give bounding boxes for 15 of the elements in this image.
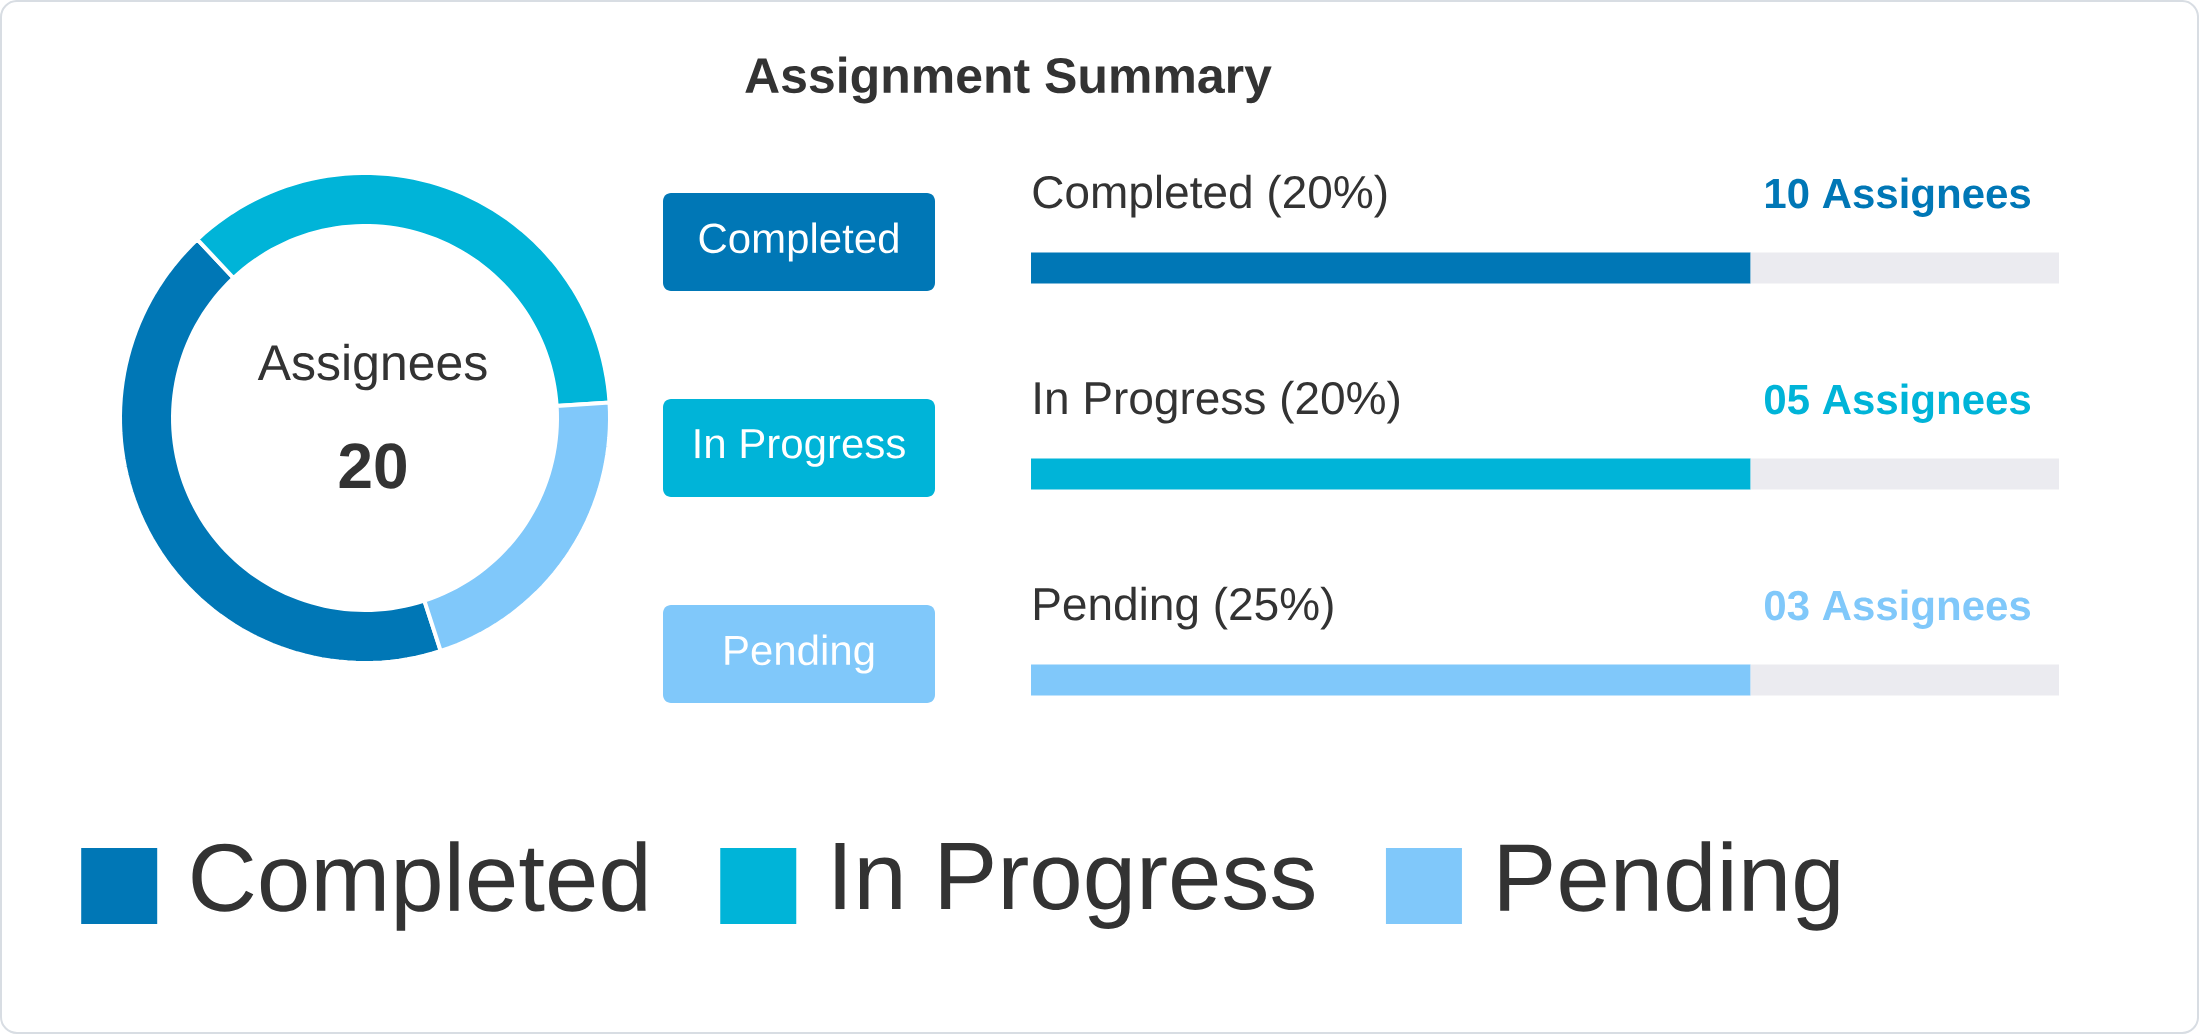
legend-label: Completed (192, 841, 646, 931)
legend-label: Pending (1500, 841, 1839, 931)
text: In Progress (695, 429, 905, 467)
y-tick-label: In Progress (20%) (1035, 380, 1399, 424)
text: 20 (339, 443, 406, 489)
text: Assignees (257, 343, 487, 391)
annotation: 05 Assignees (1764, 383, 2031, 423)
y-tick-label: Completed (20%) (1033, 174, 1387, 218)
text: Completed (699, 222, 898, 262)
y-tick-label: Pending (25%) (1034, 586, 1333, 630)
legend-label: In Progress (835, 843, 1314, 929)
text: Pending (725, 634, 874, 674)
annotation: 10 Assignees (1765, 177, 2031, 217)
annotation: 03 Assignees (1764, 589, 2031, 629)
chart-title: Assignment Summary (745, 56, 1272, 104)
